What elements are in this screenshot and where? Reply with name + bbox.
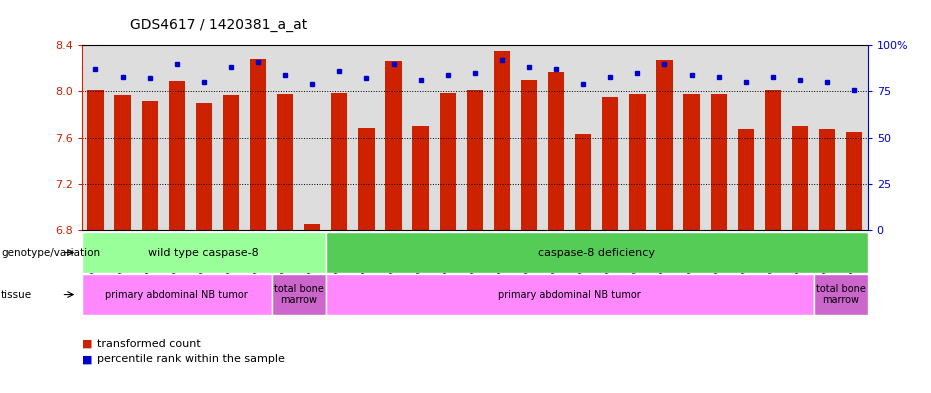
Bar <box>326 274 814 315</box>
Text: total bone
marrow: total bone marrow <box>816 284 866 305</box>
Bar <box>169 81 185 230</box>
Bar <box>82 274 272 315</box>
Bar <box>304 224 320 230</box>
Bar <box>272 274 326 315</box>
Bar <box>331 92 347 230</box>
Bar <box>710 94 727 230</box>
Bar <box>602 97 618 230</box>
Text: primary abdominal NB tumor: primary abdominal NB tumor <box>498 290 641 299</box>
Bar <box>196 103 212 230</box>
Bar <box>846 132 862 230</box>
Text: ■: ■ <box>82 339 92 349</box>
Bar <box>385 61 401 230</box>
Text: GDS4617 / 1420381_a_at: GDS4617 / 1420381_a_at <box>130 18 307 32</box>
Bar <box>412 126 429 230</box>
Bar <box>82 232 326 273</box>
Text: transformed count: transformed count <box>97 339 200 349</box>
Text: primary abdominal NB tumor: primary abdominal NB tumor <box>105 290 249 299</box>
Bar <box>575 134 591 230</box>
Bar <box>493 51 510 230</box>
Bar <box>764 90 781 230</box>
Text: caspase-8 deficiency: caspase-8 deficiency <box>538 248 655 257</box>
Bar <box>520 80 537 230</box>
Text: genotype/variation: genotype/variation <box>1 248 100 257</box>
Bar <box>115 95 130 230</box>
Text: tissue: tissue <box>1 290 32 299</box>
Bar <box>326 232 868 273</box>
Bar <box>250 59 266 230</box>
Bar <box>223 95 239 230</box>
Bar <box>814 274 868 315</box>
Bar <box>358 128 374 230</box>
Bar <box>792 126 808 230</box>
Bar <box>683 94 700 230</box>
Text: ■: ■ <box>82 354 92 364</box>
Bar <box>142 101 157 230</box>
Text: wild type caspase-8: wild type caspase-8 <box>148 248 259 257</box>
Bar <box>439 92 456 230</box>
Bar <box>629 94 645 230</box>
Bar <box>277 94 293 230</box>
Bar <box>88 90 103 230</box>
Bar <box>737 129 754 230</box>
Bar <box>466 90 483 230</box>
Bar <box>548 72 564 230</box>
Text: total bone
marrow: total bone marrow <box>274 284 324 305</box>
Text: percentile rank within the sample: percentile rank within the sample <box>97 354 285 364</box>
Bar <box>819 129 835 230</box>
Bar <box>656 60 672 230</box>
